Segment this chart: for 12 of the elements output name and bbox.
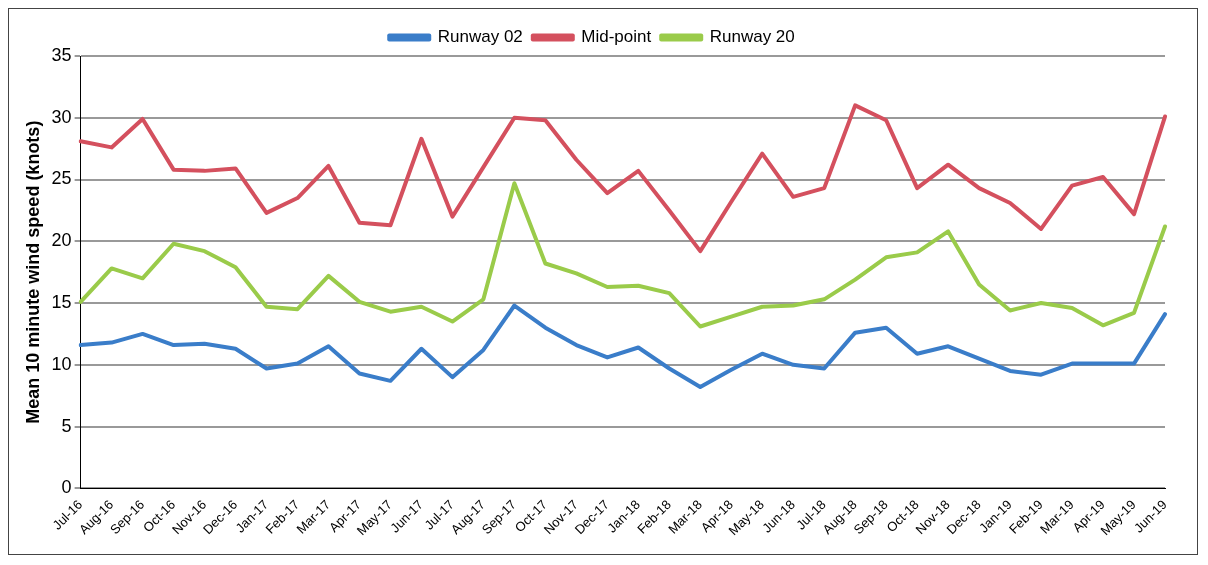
y-tick-label: 30 xyxy=(51,106,72,127)
y-tick-label: 15 xyxy=(51,292,72,313)
legend-label: Runway 20 xyxy=(709,27,795,47)
y-axis-title: Mean 10 minute wind speed (knots) xyxy=(22,120,43,424)
y-tick-label: 25 xyxy=(51,168,72,189)
y-tick-label: 0 xyxy=(61,477,72,498)
legend-label: Mid-point xyxy=(581,27,652,47)
y-tick-label: 20 xyxy=(51,230,72,251)
y-tick-label: 10 xyxy=(51,353,72,374)
y-tick-label: 35 xyxy=(51,44,72,65)
y-tick-label: 5 xyxy=(61,415,72,436)
legend-label: Runway 02 xyxy=(437,27,523,47)
